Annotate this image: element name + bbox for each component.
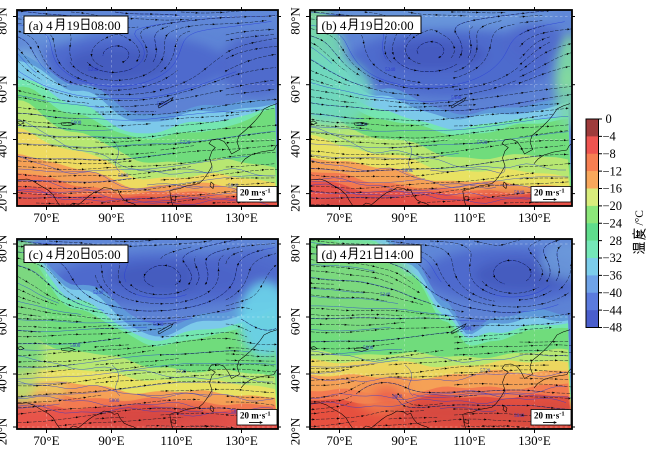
svg-text:/°C: /°C [634, 210, 646, 226]
svg-text:70°E: 70°E [326, 210, 352, 225]
svg-text:5800: 5800 [392, 394, 403, 400]
svg-text:90°E: 90°E [391, 433, 417, 448]
svg-text:−: − [603, 286, 610, 300]
svg-text:20 m·s-1: 20 m·s-1 [240, 188, 271, 198]
svg-text:−: − [603, 182, 610, 196]
svg-text:−: − [603, 251, 610, 265]
svg-text:20°N: 20°N [288, 417, 303, 445]
svg-text:5240: 5240 [380, 292, 391, 298]
svg-text:(c) 4: (c) 4 [29, 247, 54, 262]
svg-text:(a) 4: (a) 4 [29, 18, 54, 33]
svg-text:28: 28 [610, 234, 623, 248]
svg-text:20: 20 [67, 247, 80, 262]
svg-text:110°E: 110°E [160, 210, 192, 225]
svg-text:08:00: 08:00 [91, 18, 121, 33]
svg-text:12: 12 [610, 164, 623, 178]
svg-text:60°N: 60°N [0, 75, 10, 103]
svg-text:60°N: 60°N [288, 75, 303, 103]
svg-text:0: 0 [606, 112, 612, 126]
svg-text:44: 44 [610, 303, 623, 317]
svg-text:−: − [603, 216, 610, 230]
svg-text:5720: 5720 [176, 369, 187, 375]
svg-text:90°E: 90°E [98, 210, 124, 225]
svg-text:21: 21 [360, 247, 373, 262]
svg-text:60°N: 60°N [288, 307, 303, 335]
svg-text:5840: 5840 [228, 183, 239, 189]
svg-text:20 m·s-1: 20 m·s-1 [240, 411, 271, 421]
svg-text:20°N: 20°N [0, 417, 10, 445]
svg-text:20: 20 [610, 199, 623, 213]
svg-text:32: 32 [610, 251, 623, 265]
svg-text:5720: 5720 [480, 368, 491, 374]
svg-text:05:00: 05:00 [91, 247, 121, 262]
svg-text:5840: 5840 [231, 409, 242, 415]
svg-text:20°N: 20°N [0, 184, 10, 212]
svg-text:(d) 4: (d) 4 [322, 247, 347, 262]
svg-text:20:00: 20:00 [384, 18, 414, 33]
svg-text:60°N: 60°N [0, 307, 10, 335]
svg-text:90°E: 90°E [98, 433, 124, 448]
svg-text:−: − [603, 269, 610, 283]
svg-text:36: 36 [610, 269, 623, 283]
svg-text:−: − [603, 147, 610, 161]
svg-text:−: − [603, 303, 610, 317]
svg-text:19: 19 [67, 18, 80, 33]
svg-text:−: − [603, 130, 610, 144]
svg-text:70°E: 70°E [33, 210, 59, 225]
svg-text:20°N: 20°N [288, 184, 303, 212]
svg-text:40°N: 40°N [0, 130, 10, 158]
svg-text:24: 24 [610, 216, 623, 230]
svg-text:5480: 5480 [461, 326, 472, 332]
svg-text:5800: 5800 [109, 398, 120, 404]
svg-text:5800: 5800 [402, 168, 413, 174]
svg-text:20 m·s-1: 20 m·s-1 [534, 188, 565, 198]
svg-text:(b) 4: (b) 4 [322, 18, 347, 33]
svg-text:19: 19 [360, 18, 373, 33]
svg-text:5720: 5720 [180, 140, 191, 146]
svg-text:48: 48 [610, 321, 623, 335]
svg-text:40°N: 40°N [0, 364, 10, 392]
svg-text:8: 8 [610, 147, 616, 161]
svg-text:80°N: 80°N [288, 7, 303, 35]
svg-text:40: 40 [610, 286, 623, 300]
svg-text:5840: 5840 [514, 190, 525, 196]
svg-text:40°N: 40°N [288, 130, 303, 158]
svg-text:5840: 5840 [514, 413, 525, 419]
svg-text:5240: 5240 [88, 67, 99, 73]
svg-text:130°E: 130°E [518, 433, 551, 448]
svg-text:20 m·s-1: 20 m·s-1 [534, 411, 565, 421]
svg-text:130°E: 130°E [518, 210, 551, 225]
svg-text:40°N: 40°N [288, 364, 303, 392]
svg-text:130°E: 130°E [225, 433, 258, 448]
svg-text:110°E: 110°E [453, 433, 485, 448]
svg-text:80°N: 80°N [0, 7, 10, 35]
svg-text:5240: 5240 [93, 290, 104, 296]
svg-text:5720: 5720 [477, 140, 488, 146]
svg-text:5600: 5600 [363, 345, 374, 351]
svg-text:110°E: 110°E [453, 210, 485, 225]
svg-text:110°E: 110°E [160, 433, 192, 448]
svg-text:16: 16 [610, 182, 623, 196]
svg-text:−: − [603, 164, 610, 178]
svg-text:5600: 5600 [357, 122, 368, 128]
svg-text:−: − [603, 199, 610, 213]
svg-text:80°N: 80°N [288, 234, 303, 262]
svg-text:5480: 5480 [157, 101, 168, 107]
svg-text:130°E: 130°E [225, 210, 258, 225]
svg-text:−: − [603, 321, 610, 335]
svg-text:14:00: 14:00 [384, 247, 414, 262]
svg-text:5600: 5600 [71, 120, 82, 126]
svg-text:5600: 5600 [70, 343, 81, 349]
svg-text:5480: 5480 [451, 95, 462, 101]
svg-text:5800: 5800 [118, 173, 129, 179]
svg-text:80°N: 80°N [0, 234, 10, 262]
svg-text:5240: 5240 [385, 67, 396, 73]
svg-text:70°E: 70°E [33, 433, 59, 448]
svg-text:90°E: 90°E [391, 210, 417, 225]
svg-text:4: 4 [610, 130, 617, 144]
svg-text:70°E: 70°E [326, 433, 352, 448]
